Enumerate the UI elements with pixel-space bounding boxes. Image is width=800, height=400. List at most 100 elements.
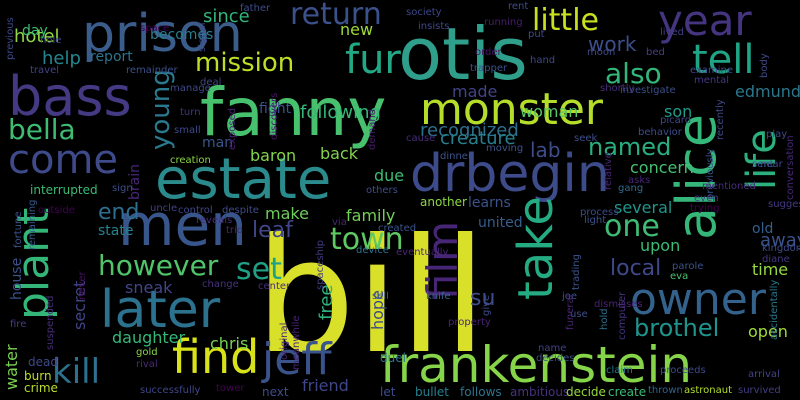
- word-knife: knife: [426, 291, 451, 302]
- word-accidentally: accidentally: [769, 279, 780, 340]
- word-thrown: thrown: [648, 385, 683, 396]
- word-original: original: [279, 322, 290, 360]
- word-later: later: [100, 280, 221, 340]
- word-spaceship: spaceship: [315, 239, 326, 290]
- word-bass: bass: [8, 65, 132, 128]
- word-deal: deal: [200, 77, 222, 88]
- word-remaining: remaining: [27, 199, 38, 251]
- word-space: space: [140, 23, 170, 34]
- word-several: several: [614, 198, 673, 217]
- word-report: report: [90, 49, 133, 65]
- word-jeff: jeff: [262, 334, 332, 385]
- word-trading: trading: [571, 254, 582, 290]
- word-near: near: [760, 159, 783, 170]
- word-uncle: uncle: [150, 203, 178, 214]
- word-use: use: [570, 309, 588, 320]
- word-funeral: funeral: [565, 294, 576, 330]
- word-woman: woman: [520, 102, 579, 121]
- word-hand: hand: [530, 55, 556, 66]
- word-shortly: shortly: [600, 83, 635, 94]
- word-seek: seek: [574, 133, 598, 144]
- word-day: day: [22, 23, 48, 39]
- word-control: control: [178, 205, 213, 216]
- word-burn: burn: [24, 369, 52, 383]
- word-father: father: [240, 3, 271, 14]
- word-also: also: [605, 57, 662, 90]
- word-due: due: [374, 166, 405, 185]
- word-center: center: [258, 281, 291, 292]
- word-put: put: [528, 29, 545, 40]
- word-find: find: [172, 330, 260, 384]
- word-open: open: [748, 322, 788, 341]
- word-others: others: [366, 185, 398, 196]
- word-sent: sent: [752, 159, 774, 170]
- word-becomes: becomes: [150, 27, 214, 43]
- word-turn: turn: [180, 107, 201, 118]
- word-fur: fur: [345, 37, 401, 83]
- word-estate: estate: [155, 147, 332, 212]
- word-end: end: [98, 200, 140, 225]
- word-fanny: fanny: [200, 74, 387, 151]
- word-exposed: exposed: [227, 107, 238, 150]
- word-suggests: suggests: [768, 199, 800, 210]
- word-parole: parole: [672, 261, 704, 272]
- word-create: create: [608, 385, 647, 399]
- word-monster: monster: [420, 84, 604, 135]
- word-film: film: [418, 220, 467, 300]
- word-concern: concern: [630, 158, 694, 177]
- word-trapper: trapper: [470, 63, 508, 74]
- word-tower: tower: [216, 383, 245, 394]
- word-process: process: [580, 207, 619, 218]
- word-recognized: recognized: [420, 120, 519, 141]
- word-bullet: bullet: [415, 385, 449, 399]
- word-investigate: investigate: [620, 85, 676, 96]
- word-prison: prison: [82, 4, 243, 64]
- word-work: work: [588, 32, 637, 56]
- word-discovers: discovers: [269, 92, 280, 140]
- word-return: return: [290, 0, 382, 32]
- word-examine: examine: [690, 65, 734, 76]
- word-hotel: hotel: [14, 26, 60, 47]
- word-lived: lived: [660, 27, 684, 38]
- word-fire: fire: [10, 319, 27, 330]
- word-demand: demand: [367, 108, 378, 150]
- word-give: give: [481, 294, 492, 316]
- word-upon: upon: [640, 236, 681, 255]
- word-son: son: [664, 102, 693, 121]
- word-trio: trio: [226, 225, 243, 236]
- word-next: next: [262, 385, 289, 399]
- word-outside: outside: [38, 205, 75, 216]
- word-another: another: [420, 195, 467, 209]
- word-dinner: dinner: [440, 151, 473, 162]
- word-since: since: [203, 6, 250, 27]
- word-creature: creature: [440, 128, 516, 149]
- word-conversation: conversation: [785, 135, 796, 200]
- word-rent: rent: [508, 1, 529, 12]
- word-signal: signal: [197, 22, 208, 52]
- word-time: time: [752, 260, 789, 279]
- word-however: however: [98, 249, 219, 282]
- word-water: water: [2, 344, 21, 390]
- word-light: light: [584, 215, 607, 226]
- word-dismisses: dismisses: [594, 299, 643, 310]
- word-daughter: daughter: [112, 328, 186, 347]
- word-even: even: [694, 193, 719, 204]
- word-house: house: [9, 257, 25, 300]
- word-sell: sell: [372, 291, 389, 302]
- word-family: family: [346, 206, 396, 225]
- word-leaf: leaf: [252, 218, 293, 243]
- word-brain: brain: [127, 164, 143, 200]
- word-change: change: [202, 279, 239, 290]
- word-set: set: [236, 252, 282, 287]
- word-mission: mission: [195, 48, 295, 78]
- word-made: made: [452, 82, 498, 101]
- word-state: state: [98, 223, 134, 239]
- word-relative: relative: [603, 152, 614, 190]
- word-survived: survived: [738, 385, 781, 396]
- word-lab: lab: [530, 138, 561, 162]
- word-drbegin: drbegin: [410, 144, 610, 204]
- word-chris: chris: [210, 334, 249, 353]
- word-name: name: [538, 343, 567, 354]
- word-society: society: [406, 7, 442, 18]
